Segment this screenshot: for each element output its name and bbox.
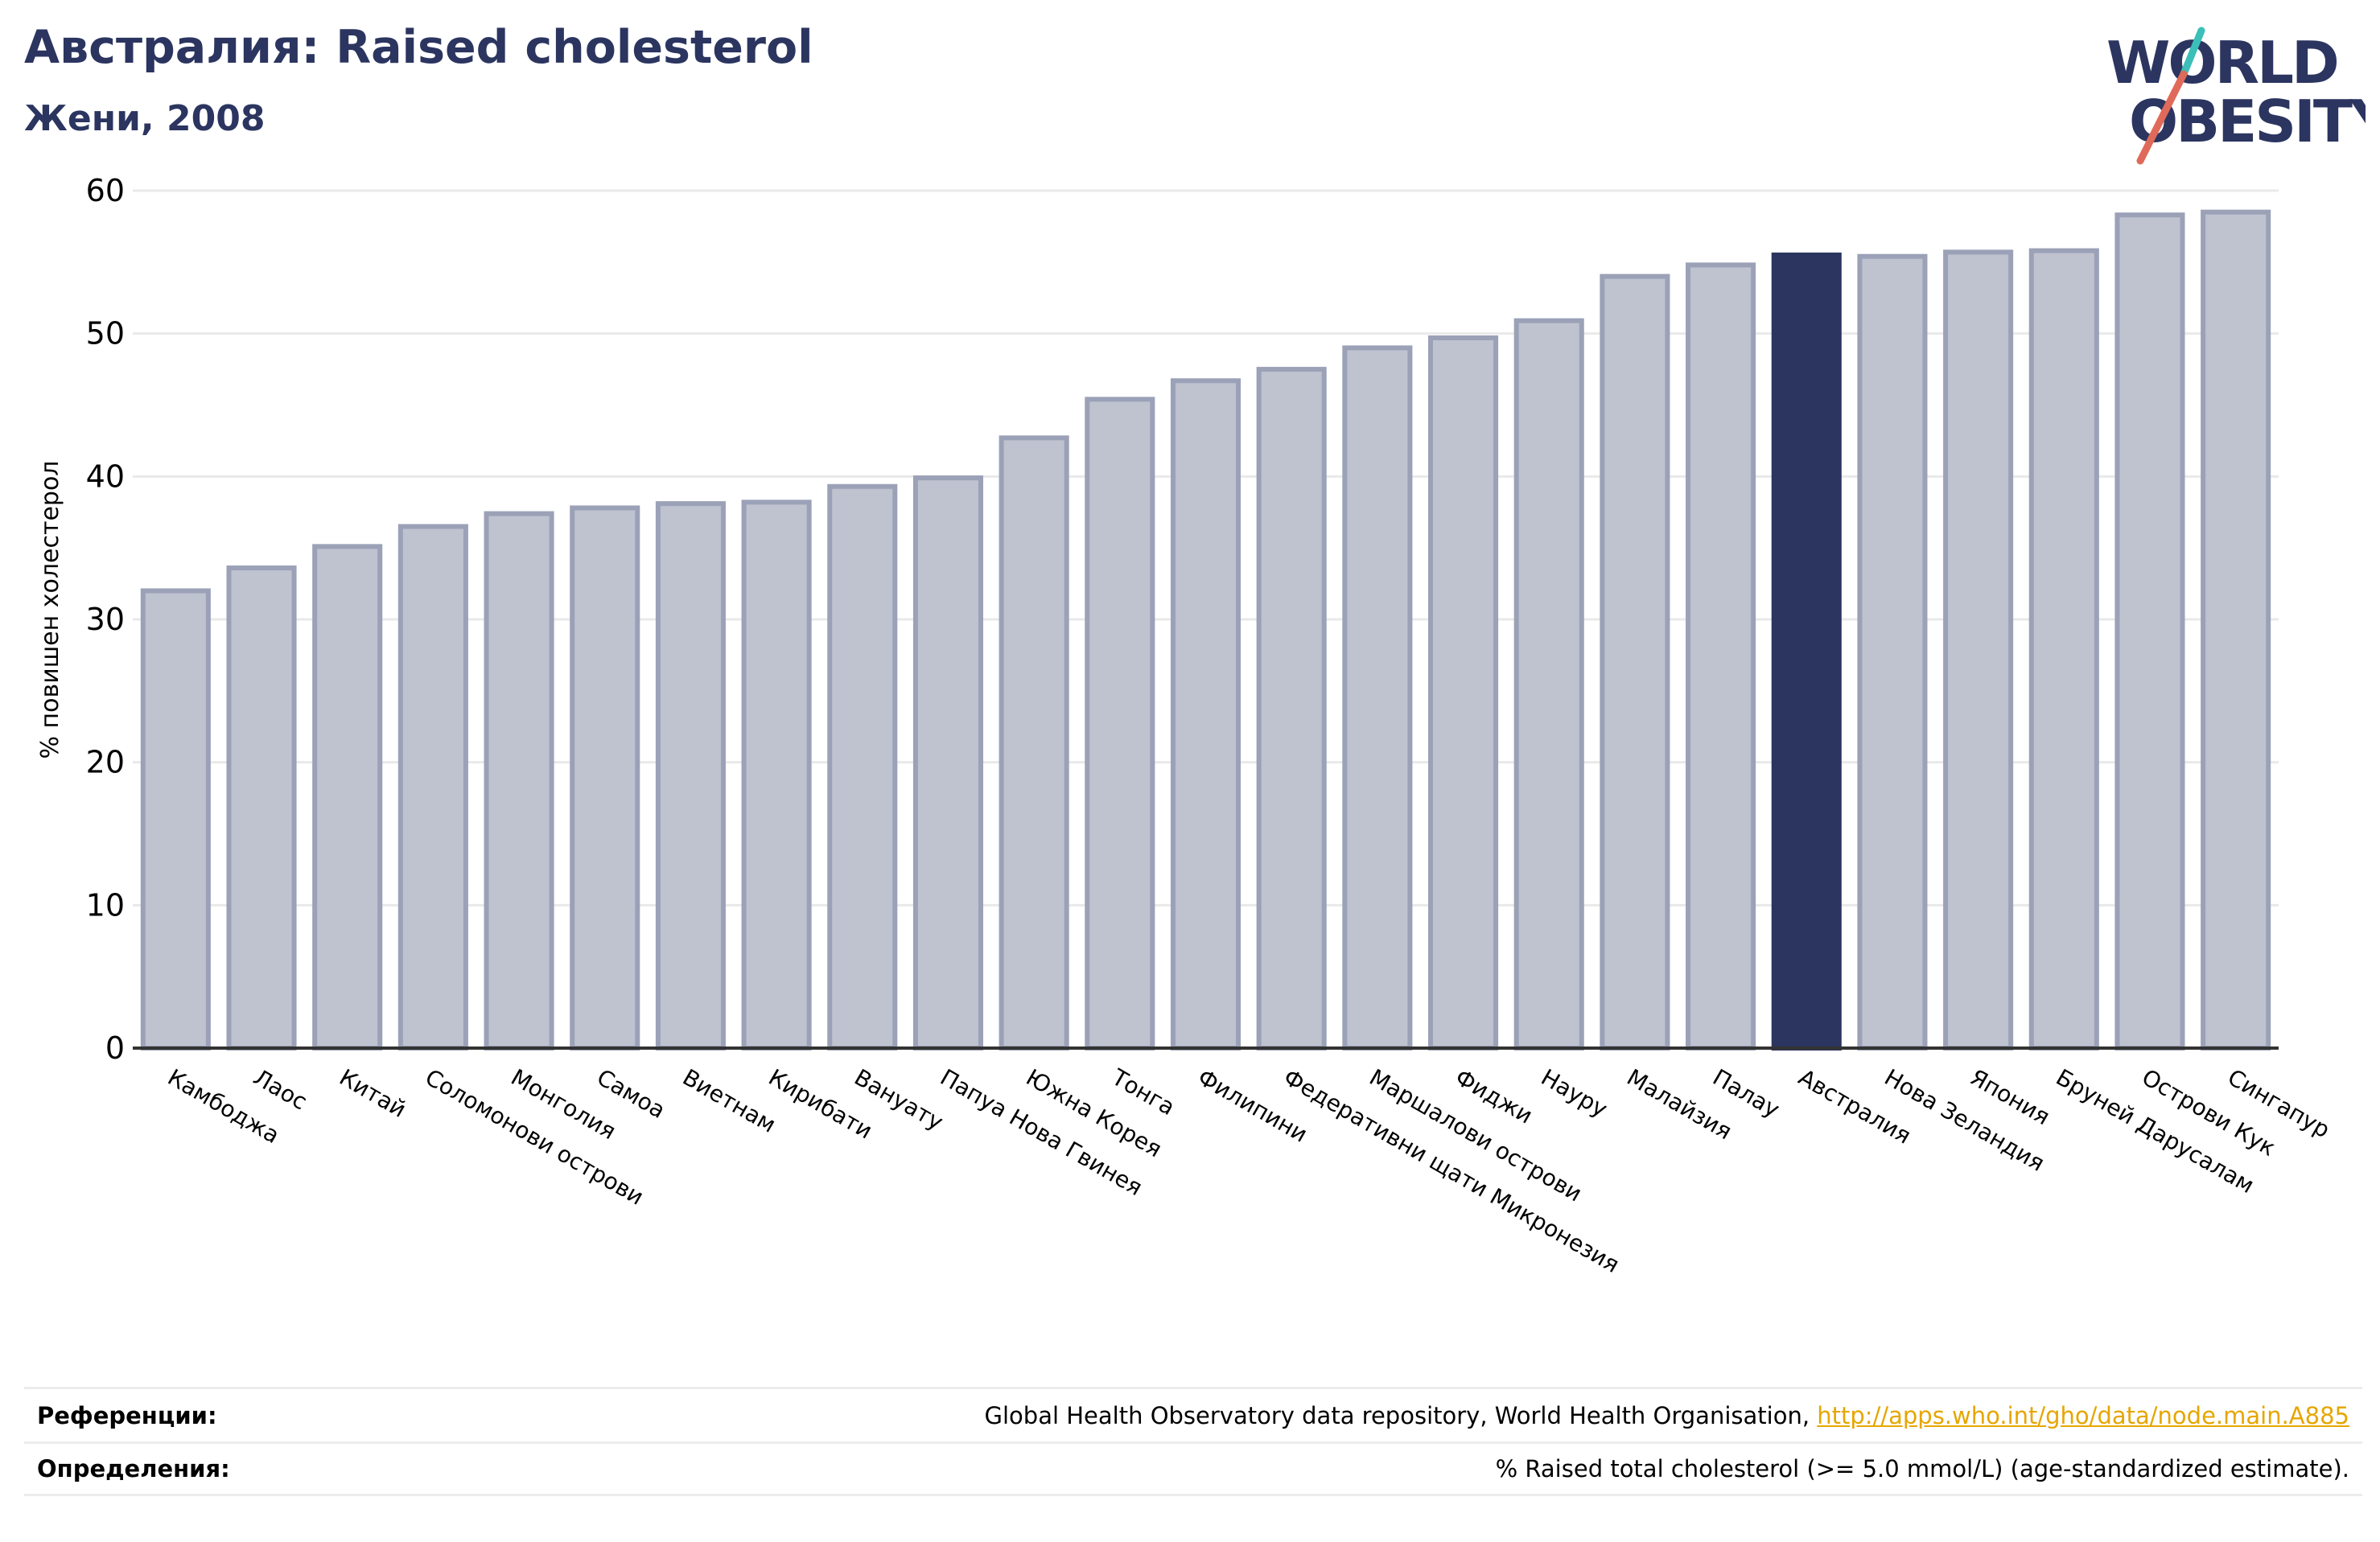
bar [2201,209,2271,1051]
bar [1342,345,1413,1051]
bar [2028,248,2099,1051]
logo-line1: WORLD [2106,29,2337,97]
definitions-label: Определения: [37,1455,230,1482]
bar [312,544,383,1051]
logo-slash-teal [2180,27,2205,78]
bar [741,500,812,1051]
bar [1600,273,1670,1051]
y-tick-label: 0 [105,1030,125,1066]
x-tick-label: Виетнам [678,1063,780,1137]
sources-label: Референции: [37,1401,217,1429]
bar [1686,262,1756,1051]
bar [1256,367,1327,1051]
bar [1943,249,2014,1051]
bar [570,505,640,1051]
bar [1513,318,1584,1051]
y-axis-ticks: 0 10 20 30 40 50 60 [86,173,125,1066]
y-tick-label: 20 [86,745,125,780]
y-axis-label: % повишен холестерол [36,461,64,759]
x-tick-label: Китай [335,1063,410,1122]
bars [140,209,2271,1051]
definitions-row: Определения: % Raised total cholesterol … [24,1441,2362,1496]
bar [655,501,726,1051]
definitions-value: % Raised total cholesterol (>= 5.0 mmol/… [1495,1455,2349,1482]
y-tick-label: 10 [86,887,125,923]
logo-slash-red [2136,70,2188,165]
bar [912,475,983,1051]
y-tick-label: 50 [86,316,125,352]
page-title: Австралия: Raised cholesterol [24,21,813,74]
references-table: Референции: Global Health Observatory da… [24,1387,2362,1496]
bar [397,524,468,1051]
world-obesity-logo: WORLD OBESITY [2106,27,2366,165]
bar [827,483,898,1051]
bar [1428,335,1499,1051]
bar [2114,212,2185,1051]
x-tick-label: Науру [1537,1063,1612,1122]
x-tick-label: Лаос [249,1063,312,1115]
bar [226,565,297,1051]
bar-highlighted [1771,252,1842,1051]
bar [1857,253,1928,1051]
bar [1085,397,1155,1051]
y-tick-label: 40 [86,458,125,494]
sources-link[interactable]: http://apps.who.int/gho/data/node.main.A… [1817,1401,2349,1429]
y-tick-label: 30 [86,602,125,637]
bar [484,511,554,1051]
sources-text: Global Health Observatory data repositor… [984,1401,1818,1429]
page-subtitle: Жени, 2008 [24,98,266,139]
bar [999,435,1069,1051]
bar [1170,378,1241,1051]
sources-row: Референции: Global Health Observatory da… [24,1387,2362,1441]
y-tick-label: 60 [86,173,125,208]
bar [140,588,211,1051]
sources-value: Global Health Observatory data repositor… [985,1402,2349,1429]
